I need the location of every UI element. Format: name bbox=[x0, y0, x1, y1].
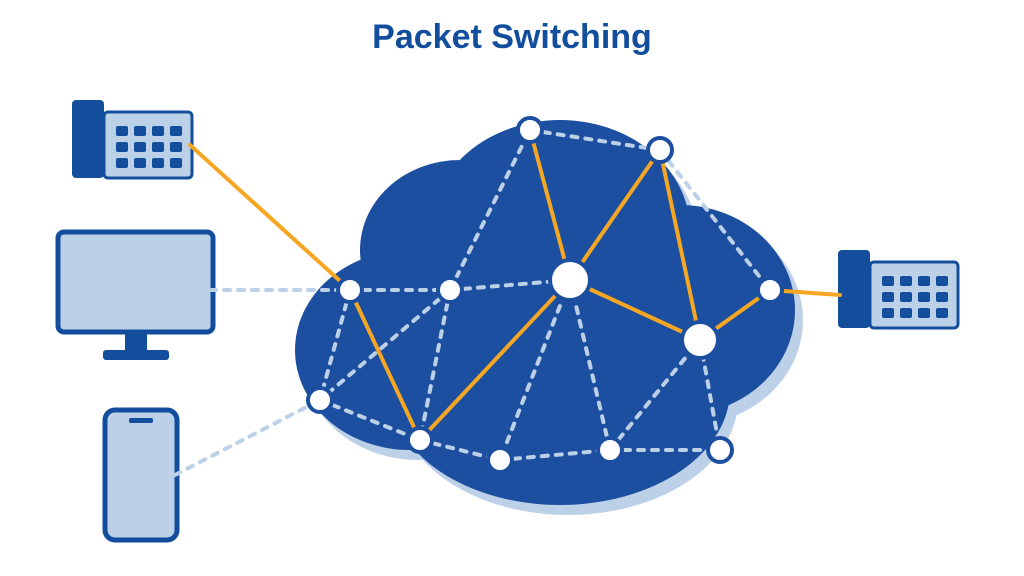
smartphone-icon bbox=[105, 410, 177, 540]
network-node bbox=[488, 448, 512, 472]
edge-inactive bbox=[175, 400, 320, 475]
diagram-stage: Packet Switching bbox=[0, 0, 1024, 576]
deskphone-right-icon bbox=[838, 250, 958, 328]
network-node bbox=[408, 428, 432, 452]
network-node bbox=[598, 438, 622, 462]
network-node bbox=[758, 278, 782, 302]
network-node bbox=[682, 322, 718, 358]
network-node bbox=[308, 388, 332, 412]
page-title: Packet Switching bbox=[0, 18, 1024, 57]
network-node bbox=[708, 438, 732, 462]
network-node bbox=[648, 138, 672, 162]
network-node bbox=[550, 260, 590, 300]
deskphone-left-icon bbox=[72, 100, 192, 178]
network-node bbox=[338, 278, 362, 302]
monitor-icon bbox=[58, 232, 213, 360]
packet-switching-diagram bbox=[0, 0, 1024, 576]
network-node bbox=[518, 118, 542, 142]
network-node bbox=[438, 278, 462, 302]
